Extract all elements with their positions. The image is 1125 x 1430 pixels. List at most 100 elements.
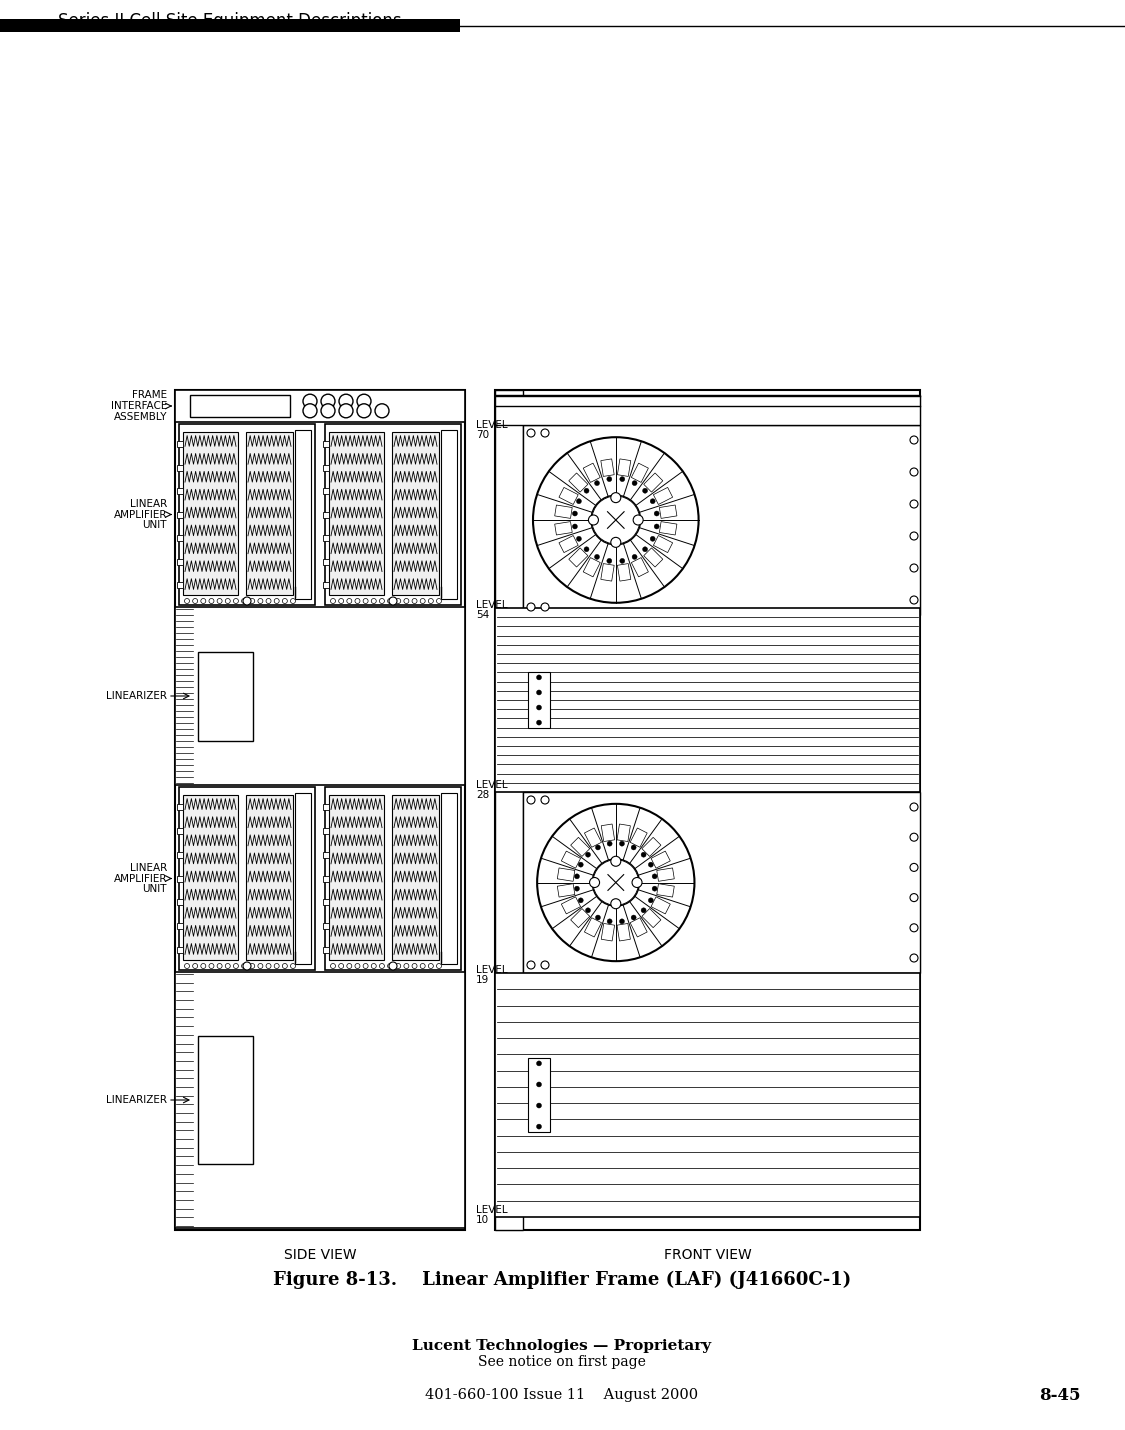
Bar xyxy=(176,390,465,422)
Text: LINEAR
AMPLIFIER
UNIT: LINEAR AMPLIFIER UNIT xyxy=(114,862,166,894)
Circle shape xyxy=(526,603,536,611)
Circle shape xyxy=(595,845,601,849)
Text: LINEAR
AMPLIFIER
UNIT: LINEAR AMPLIFIER UNIT xyxy=(114,499,166,531)
Circle shape xyxy=(620,919,624,924)
Bar xyxy=(328,432,384,595)
Circle shape xyxy=(192,599,198,603)
Circle shape xyxy=(356,964,360,968)
Circle shape xyxy=(331,964,335,968)
Circle shape xyxy=(585,908,591,912)
Circle shape xyxy=(910,894,918,901)
Circle shape xyxy=(258,964,263,968)
Circle shape xyxy=(388,599,393,603)
Circle shape xyxy=(346,964,352,968)
Text: 401-660-100 Issue 11    August 2000: 401-660-100 Issue 11 August 2000 xyxy=(425,1389,699,1401)
Circle shape xyxy=(584,488,590,493)
FancyBboxPatch shape xyxy=(657,868,674,881)
Circle shape xyxy=(379,599,385,603)
FancyBboxPatch shape xyxy=(618,563,631,581)
Circle shape xyxy=(541,429,549,438)
Text: LEVEL
70: LEVEL 70 xyxy=(476,419,507,440)
Bar xyxy=(323,899,328,905)
Circle shape xyxy=(573,511,577,516)
FancyBboxPatch shape xyxy=(651,897,670,914)
Circle shape xyxy=(632,878,642,888)
FancyBboxPatch shape xyxy=(654,488,673,505)
Bar xyxy=(528,672,550,728)
Circle shape xyxy=(396,964,400,968)
Bar xyxy=(0,19,460,31)
FancyBboxPatch shape xyxy=(584,828,602,847)
Bar xyxy=(323,852,328,858)
Bar xyxy=(198,1035,253,1164)
Circle shape xyxy=(217,599,222,603)
Circle shape xyxy=(632,555,637,559)
Circle shape xyxy=(606,558,612,563)
FancyBboxPatch shape xyxy=(657,884,674,897)
Bar xyxy=(183,432,238,595)
Circle shape xyxy=(404,599,408,603)
Circle shape xyxy=(576,499,582,503)
Bar xyxy=(179,787,315,970)
Circle shape xyxy=(595,499,637,541)
Circle shape xyxy=(578,862,583,867)
Circle shape xyxy=(601,868,631,898)
FancyBboxPatch shape xyxy=(561,897,580,914)
Circle shape xyxy=(303,395,317,408)
Circle shape xyxy=(608,841,612,847)
Circle shape xyxy=(575,874,579,879)
Circle shape xyxy=(537,689,541,695)
Circle shape xyxy=(648,862,654,867)
Circle shape xyxy=(595,915,601,919)
FancyBboxPatch shape xyxy=(583,463,601,482)
Bar xyxy=(177,512,183,518)
Circle shape xyxy=(652,887,657,891)
Circle shape xyxy=(357,395,371,408)
Circle shape xyxy=(585,852,591,857)
Bar xyxy=(176,606,465,785)
Circle shape xyxy=(641,908,646,912)
Circle shape xyxy=(363,599,368,603)
Bar xyxy=(523,792,920,972)
Circle shape xyxy=(421,599,425,603)
Circle shape xyxy=(526,797,536,804)
Circle shape xyxy=(200,964,206,968)
Circle shape xyxy=(225,964,231,968)
Bar xyxy=(323,582,328,588)
Circle shape xyxy=(242,599,246,603)
Circle shape xyxy=(584,546,590,552)
Circle shape xyxy=(412,599,417,603)
Bar xyxy=(177,828,183,834)
Circle shape xyxy=(537,705,541,711)
FancyBboxPatch shape xyxy=(644,548,663,568)
Bar xyxy=(392,432,439,595)
FancyBboxPatch shape xyxy=(630,828,647,847)
Text: FRAME
INTERFACE
ASSEMBLY: FRAME INTERFACE ASSEMBLY xyxy=(110,390,166,422)
Bar xyxy=(323,559,328,565)
Circle shape xyxy=(611,857,621,867)
Circle shape xyxy=(537,1124,541,1130)
Circle shape xyxy=(233,964,238,968)
Circle shape xyxy=(242,964,246,968)
Circle shape xyxy=(346,599,352,603)
Bar xyxy=(198,652,253,741)
Bar xyxy=(177,582,183,588)
Bar xyxy=(323,535,328,541)
Bar xyxy=(441,794,457,964)
Circle shape xyxy=(339,403,353,418)
Circle shape xyxy=(650,499,655,503)
FancyBboxPatch shape xyxy=(659,505,677,519)
Circle shape xyxy=(375,403,389,418)
Bar xyxy=(325,787,461,970)
Circle shape xyxy=(243,962,251,970)
FancyBboxPatch shape xyxy=(654,535,673,552)
Circle shape xyxy=(608,919,612,924)
Circle shape xyxy=(578,898,583,902)
Text: 8-45: 8-45 xyxy=(1040,1387,1081,1403)
Text: FRONT VIEW: FRONT VIEW xyxy=(664,1248,752,1263)
Bar xyxy=(495,608,920,792)
FancyBboxPatch shape xyxy=(601,563,614,581)
FancyBboxPatch shape xyxy=(642,838,662,857)
Bar xyxy=(495,972,920,1217)
FancyBboxPatch shape xyxy=(584,918,602,937)
